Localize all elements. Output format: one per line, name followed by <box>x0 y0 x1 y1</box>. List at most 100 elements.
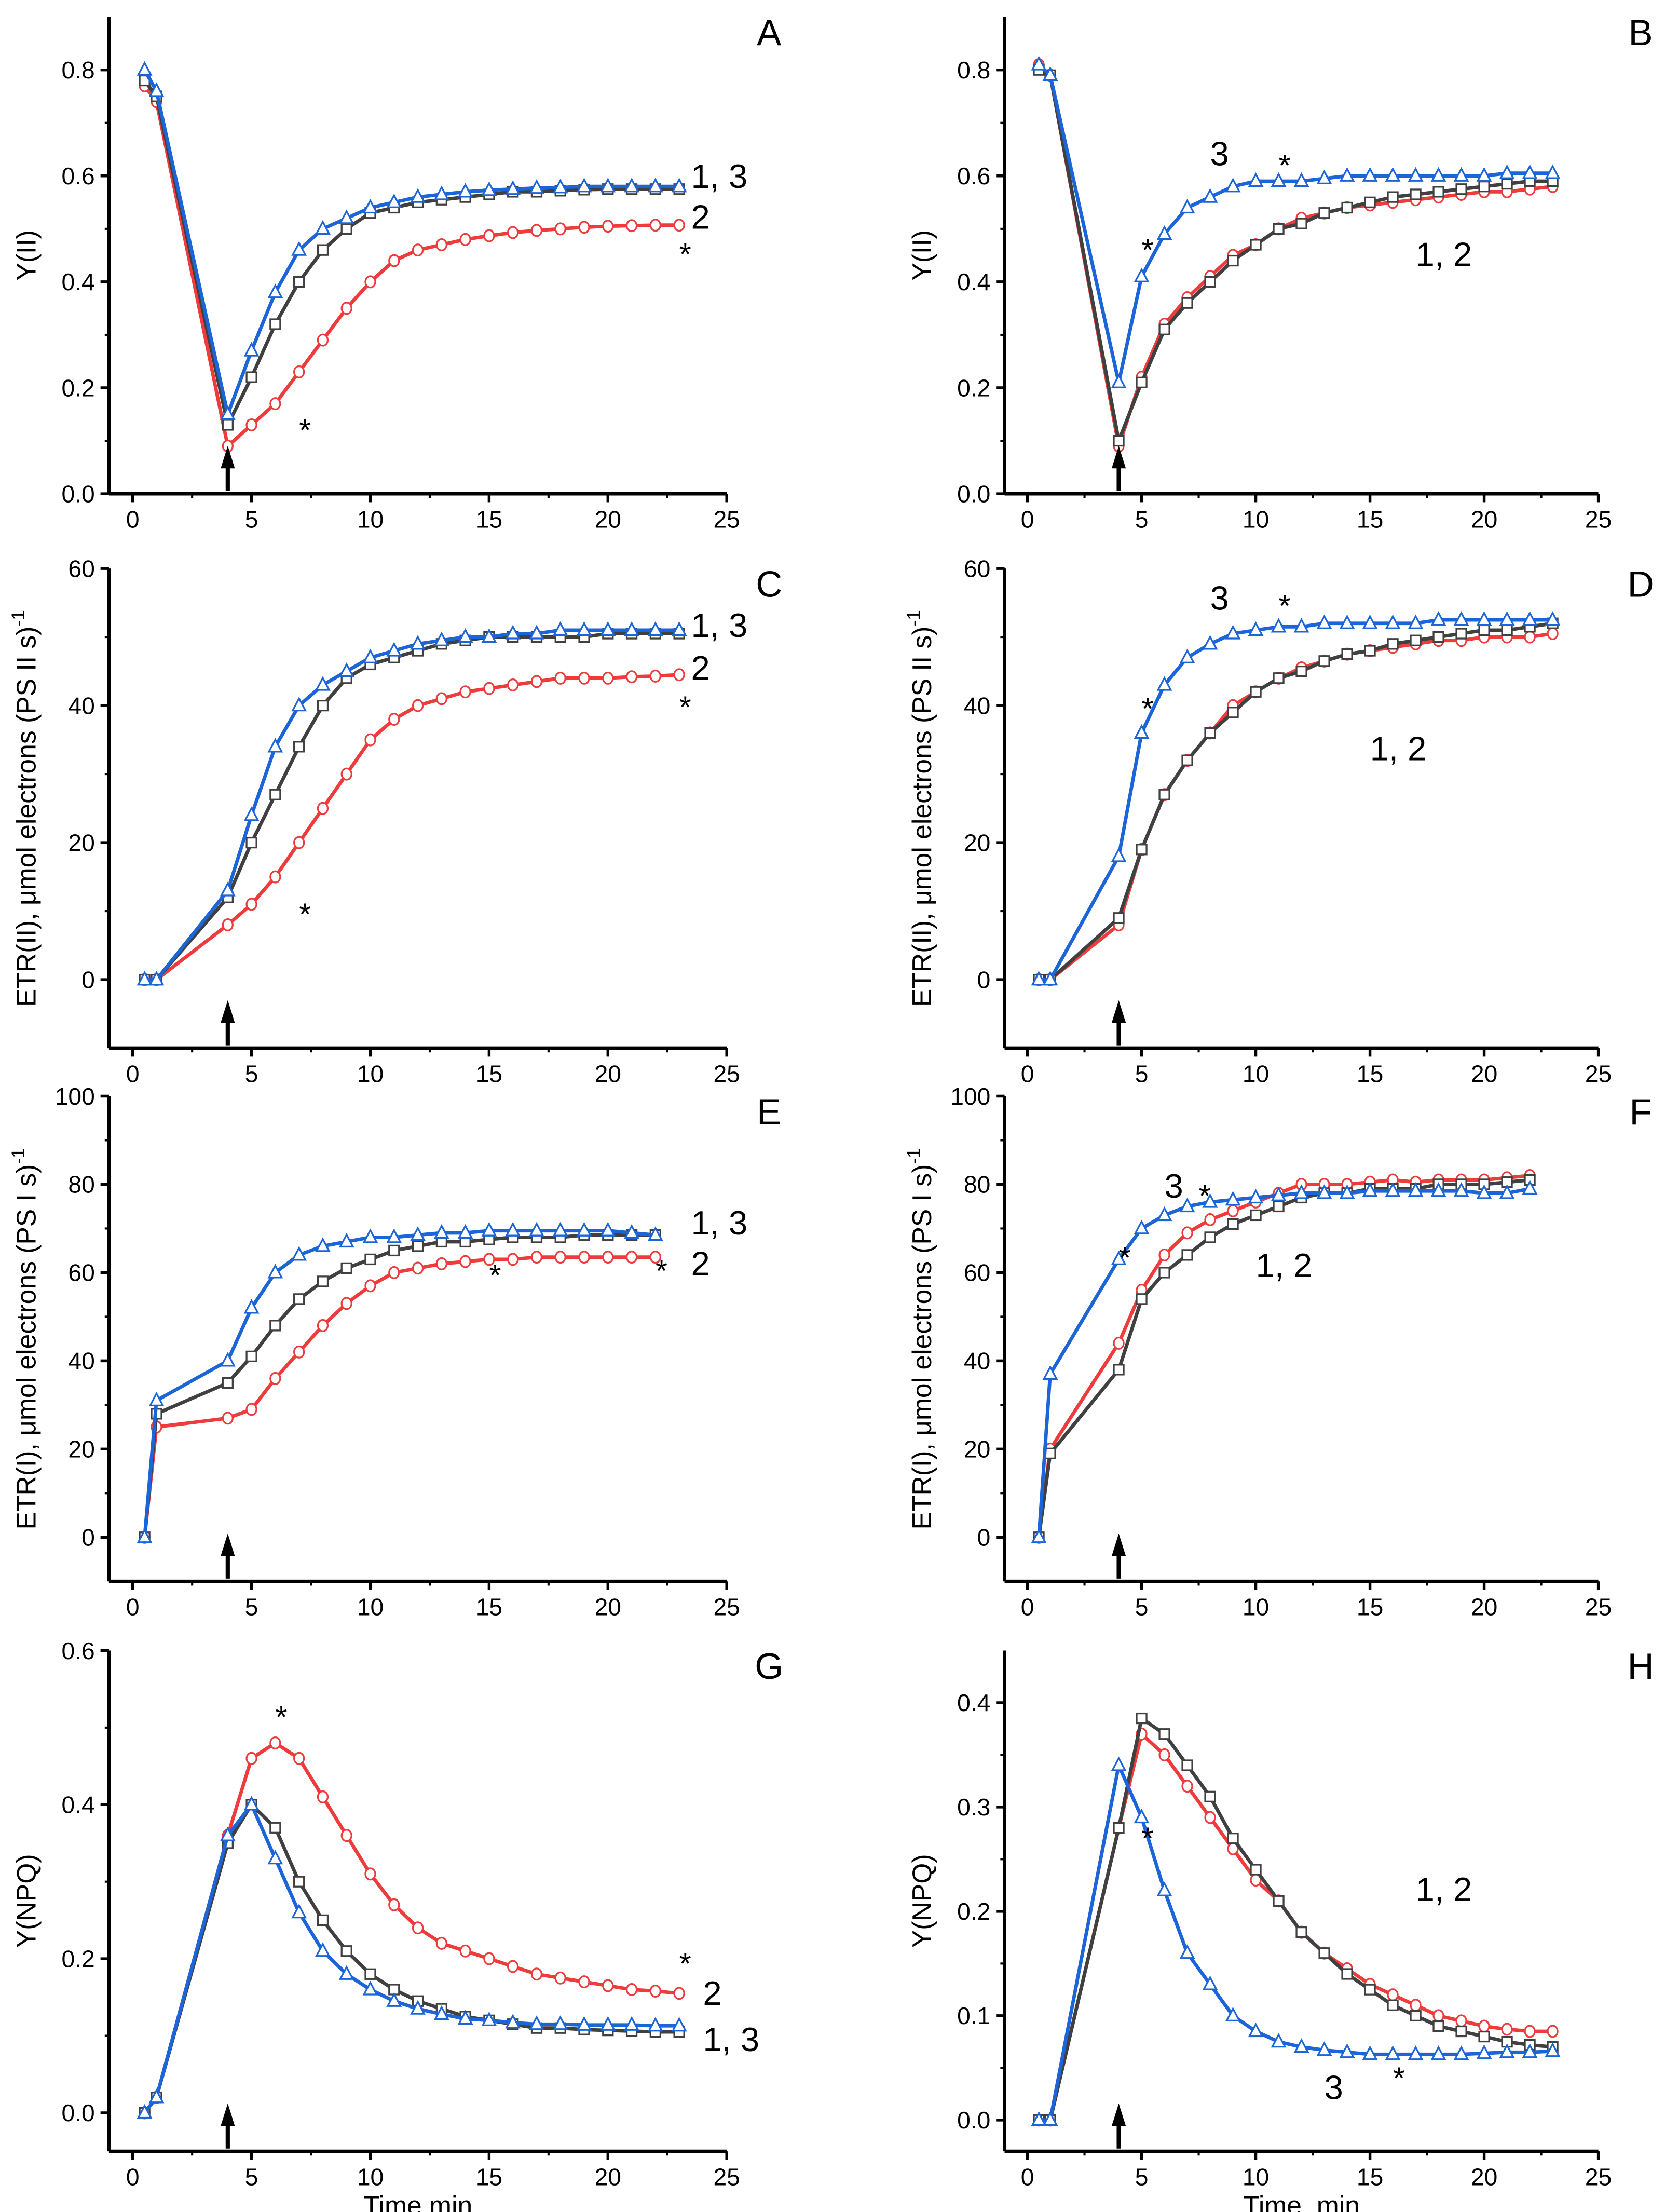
data-point-triangle <box>267 738 283 753</box>
data-point-triangle <box>1293 618 1309 633</box>
data-point-triangle <box>457 628 473 643</box>
data-point-square <box>269 1320 281 1332</box>
data-point-triangle <box>1156 1881 1172 1896</box>
x-tick-label: 5 <box>245 1594 258 1621</box>
data-point-triangle <box>220 405 236 420</box>
series-annotation: 1, 2 <box>1370 730 1427 768</box>
significance-marker: * <box>1279 148 1291 183</box>
data-point-square <box>1341 201 1353 214</box>
significance-marker: * <box>1119 1240 1131 1275</box>
data-point-circle <box>578 671 590 685</box>
series-2 <box>1033 1169 1536 1544</box>
data-point-square <box>1387 191 1399 203</box>
data-point-circle <box>412 1261 424 1275</box>
x-tick-label: 25 <box>714 2163 740 2190</box>
data-point-square <box>1410 188 1422 200</box>
x-tick-label: 10 <box>1243 1594 1269 1621</box>
series-3 <box>1031 611 1561 986</box>
data-point-square <box>1318 1947 1330 1959</box>
y-tick-label: 0.2 <box>957 1898 990 1925</box>
data-point-triangle <box>1271 2033 1287 2048</box>
series-line <box>143 85 679 450</box>
data-point-triangle <box>552 179 568 194</box>
data-point-triangle <box>1031 2111 1047 2126</box>
series-line <box>143 69 679 420</box>
x-tick-label: 10 <box>357 1060 384 1087</box>
data-point-square <box>1364 196 1376 208</box>
y-tick-label: 0.8 <box>957 57 990 84</box>
data-point-square <box>1227 1218 1239 1230</box>
data-point-circle <box>1227 1204 1239 1217</box>
data-point-square <box>1295 1926 1307 1938</box>
data-point-square <box>1136 376 1148 388</box>
data-point-triangle <box>1476 167 1492 182</box>
y-tick-label: 60 <box>68 555 94 582</box>
data-point-square <box>1364 645 1376 657</box>
x-tick-label: 25 <box>714 1594 740 1621</box>
data-point-circle <box>578 1975 590 1989</box>
data-point-circle <box>317 1319 329 1332</box>
x-axis-label: Time, min <box>1243 2190 1360 2212</box>
data-point-square <box>245 371 257 383</box>
data-point-square <box>269 1822 281 1834</box>
data-point-triangle <box>1522 611 1538 626</box>
data-point-triangle <box>433 185 449 200</box>
data-point-triangle <box>1385 167 1401 182</box>
data-point-square <box>317 244 329 256</box>
data-point-triangle <box>457 1224 473 1239</box>
data-point-triangle <box>1202 1975 1218 1990</box>
data-point-circle <box>530 675 543 688</box>
x-tick-label: 15 <box>476 506 502 533</box>
series-line <box>144 628 679 982</box>
data-point-circle <box>459 1944 471 1958</box>
y-tick-label: 0.6 <box>62 162 95 189</box>
data-point-circle <box>1158 1248 1170 1261</box>
x-tick-label: 10 <box>357 2163 384 2190</box>
y-tick-label: 60 <box>964 555 990 582</box>
y-axis-label-text: ETR(I), μmol electrons (PS I s) <box>11 1164 42 1530</box>
data-point-circle <box>530 1251 543 1264</box>
panel-label: G <box>755 1646 783 1687</box>
series-line <box>1038 63 1553 383</box>
data-point-circle <box>1547 627 1559 641</box>
y-tick-label: 60 <box>68 1259 94 1286</box>
data-point-square <box>222 1377 234 1389</box>
panel-h: 0 5 10 15 20 25 0.0 0.1 0.2 0.3 0.4 Y(NPQ) Time, min… <box>907 1646 1654 2212</box>
x-tick-label: 10 <box>357 1594 384 1621</box>
data-point-triangle <box>1248 172 1264 187</box>
data-point-circle <box>340 1297 352 1310</box>
y-axis-label-superscript: -1 <box>904 1148 924 1164</box>
data-point-square <box>340 223 352 235</box>
data-point-triangle <box>291 241 307 256</box>
series-line <box>1039 618 1553 982</box>
data-point-square <box>388 1244 400 1257</box>
data-point-circle <box>317 333 329 347</box>
data-point-triangle <box>1156 1206 1172 1222</box>
data-point-triangle <box>1430 1182 1446 1197</box>
data-point-square <box>364 1968 376 1980</box>
data-point-square <box>1113 1364 1125 1376</box>
data-point-triangle <box>1111 1250 1127 1266</box>
significance-marker: * <box>1142 691 1154 726</box>
x-tick-label: 20 <box>1471 1060 1497 1087</box>
y-tick-label: 0 <box>81 1524 95 1551</box>
y-axis-label-text: ETR(I), μmol electrons (PS I s) <box>907 1164 937 1530</box>
data-point-triangle <box>267 1264 283 1279</box>
data-point-circle <box>649 1251 661 1264</box>
data-point-triangle <box>291 697 307 712</box>
data-point-square <box>1250 239 1262 251</box>
y-tick-label: 0.0 <box>957 480 990 507</box>
x-tick-label: 25 <box>1585 1594 1612 1621</box>
series-2 <box>139 79 685 453</box>
data-point-square <box>1181 297 1193 309</box>
data-point-square <box>1364 1984 1376 1996</box>
y-tick-label: 40 <box>964 692 990 719</box>
data-point-triangle <box>1385 1182 1401 1197</box>
data-point-triangle <box>410 188 426 203</box>
data-point-triangle <box>1385 614 1401 629</box>
data-point-square <box>1136 844 1148 856</box>
x-tick-label: 0 <box>1021 506 1034 533</box>
data-point-circle <box>388 1898 400 1911</box>
significance-marker: * <box>1142 233 1154 267</box>
x-tick-label: 15 <box>476 1594 502 1621</box>
